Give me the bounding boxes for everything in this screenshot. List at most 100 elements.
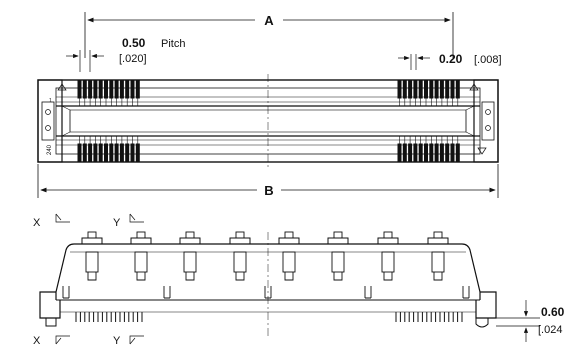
contact-top <box>397 79 402 99</box>
post-body <box>282 251 296 273</box>
post-cap <box>179 237 201 244</box>
contact-top <box>130 79 135 99</box>
contact-bottom <box>77 143 82 163</box>
contact-bottom <box>429 143 434 163</box>
post-top <box>185 231 195 239</box>
contact-bottom <box>114 143 119 163</box>
contact-bottom <box>119 143 124 163</box>
post-cap <box>377 237 399 244</box>
contact-bottom <box>455 143 460 163</box>
section-x-bottom: X <box>33 335 41 347</box>
post-top <box>235 231 245 239</box>
post-foot <box>383 272 393 281</box>
post-foot <box>284 272 294 281</box>
pitch-inch: [.020] <box>119 53 147 65</box>
post-foot <box>333 272 343 281</box>
post-foot <box>235 272 245 281</box>
contact-top <box>455 79 460 99</box>
section-x-top: X <box>33 217 41 229</box>
post-top <box>333 231 343 239</box>
dimension-b-label: B <box>264 183 273 198</box>
contact-top <box>125 79 130 99</box>
contact-bottom <box>408 143 413 163</box>
contact-top <box>424 79 428 99</box>
contact-bottom <box>439 143 444 163</box>
contact-top <box>88 79 93 99</box>
post-top <box>136 231 146 239</box>
post-cap <box>81 237 103 244</box>
side-view-pin-rows <box>75 312 463 322</box>
post-body <box>431 251 445 273</box>
post-body <box>85 251 99 273</box>
contact-bottom <box>424 143 428 163</box>
contact-bottom <box>109 143 114 163</box>
contact-bottom <box>88 143 93 163</box>
latch-mark <box>364 286 372 299</box>
contact-bottom <box>450 143 455 163</box>
contact-top <box>434 79 439 99</box>
contact-bottom <box>418 143 423 163</box>
top-view-contacts <box>77 79 460 163</box>
contact-top <box>418 79 423 99</box>
latch-mark <box>264 286 272 299</box>
contact-bottom <box>130 143 135 163</box>
contact-top <box>439 79 444 99</box>
dimension-a-label: A <box>264 13 274 28</box>
post-foot <box>433 272 443 281</box>
contact-top <box>445 79 450 99</box>
height-value: 0.60 <box>541 305 565 319</box>
post-cap <box>278 237 300 244</box>
contact-bottom <box>98 143 103 163</box>
contact-top <box>429 79 434 99</box>
latch-mark <box>62 286 70 299</box>
contact-top <box>119 79 124 99</box>
contact-top <box>77 79 82 99</box>
post-top <box>433 231 443 239</box>
pin-total-mark: 240 <box>47 144 53 155</box>
contact-top <box>98 79 103 99</box>
section-marks: X Y X Y <box>33 213 144 347</box>
dimension-b: B <box>37 164 499 198</box>
contact-top <box>82 79 87 99</box>
side-view-posts <box>62 231 470 299</box>
contact-top <box>114 79 119 99</box>
post-body <box>233 251 247 273</box>
post-top <box>284 231 294 239</box>
contact-bottom <box>402 143 407 163</box>
top-view <box>37 74 499 170</box>
post-cap <box>427 237 449 244</box>
latch-mark <box>462 286 470 299</box>
post-foot <box>136 272 146 281</box>
contact-top <box>408 79 413 99</box>
section-y-top: Y <box>113 217 121 229</box>
pitch-dimension: 0.50 Pitch [.020] <box>66 36 185 72</box>
height-dimension: 0.60 [.024 <box>496 300 565 342</box>
post-cap <box>327 237 349 244</box>
post-top <box>383 231 393 239</box>
contact-bottom <box>445 143 450 163</box>
contact-top <box>93 79 98 99</box>
contact-bottom <box>413 143 418 163</box>
post-foot <box>87 272 97 281</box>
contact-top <box>402 79 407 99</box>
post-body <box>331 251 345 273</box>
contact-width-value: 0.20 <box>439 52 463 66</box>
contact-bottom <box>135 143 140 163</box>
contact-width-dimension: 0.20 [.008] <box>398 52 502 70</box>
contact-top <box>109 79 114 99</box>
post-body <box>183 251 197 273</box>
contact-bottom <box>82 143 87 163</box>
contact-width-inch: [.008] <box>474 54 502 66</box>
contact-top <box>450 79 455 99</box>
section-y-bottom: Y <box>113 335 121 347</box>
pitch-value: 0.50 <box>122 36 146 50</box>
post-body <box>134 251 148 273</box>
contact-bottom <box>93 143 98 163</box>
post-foot <box>185 272 195 281</box>
pitch-word: Pitch <box>161 38 185 50</box>
post-body <box>381 251 395 273</box>
contact-top <box>104 79 108 99</box>
contact-top <box>135 79 140 99</box>
latch-mark <box>163 286 171 299</box>
